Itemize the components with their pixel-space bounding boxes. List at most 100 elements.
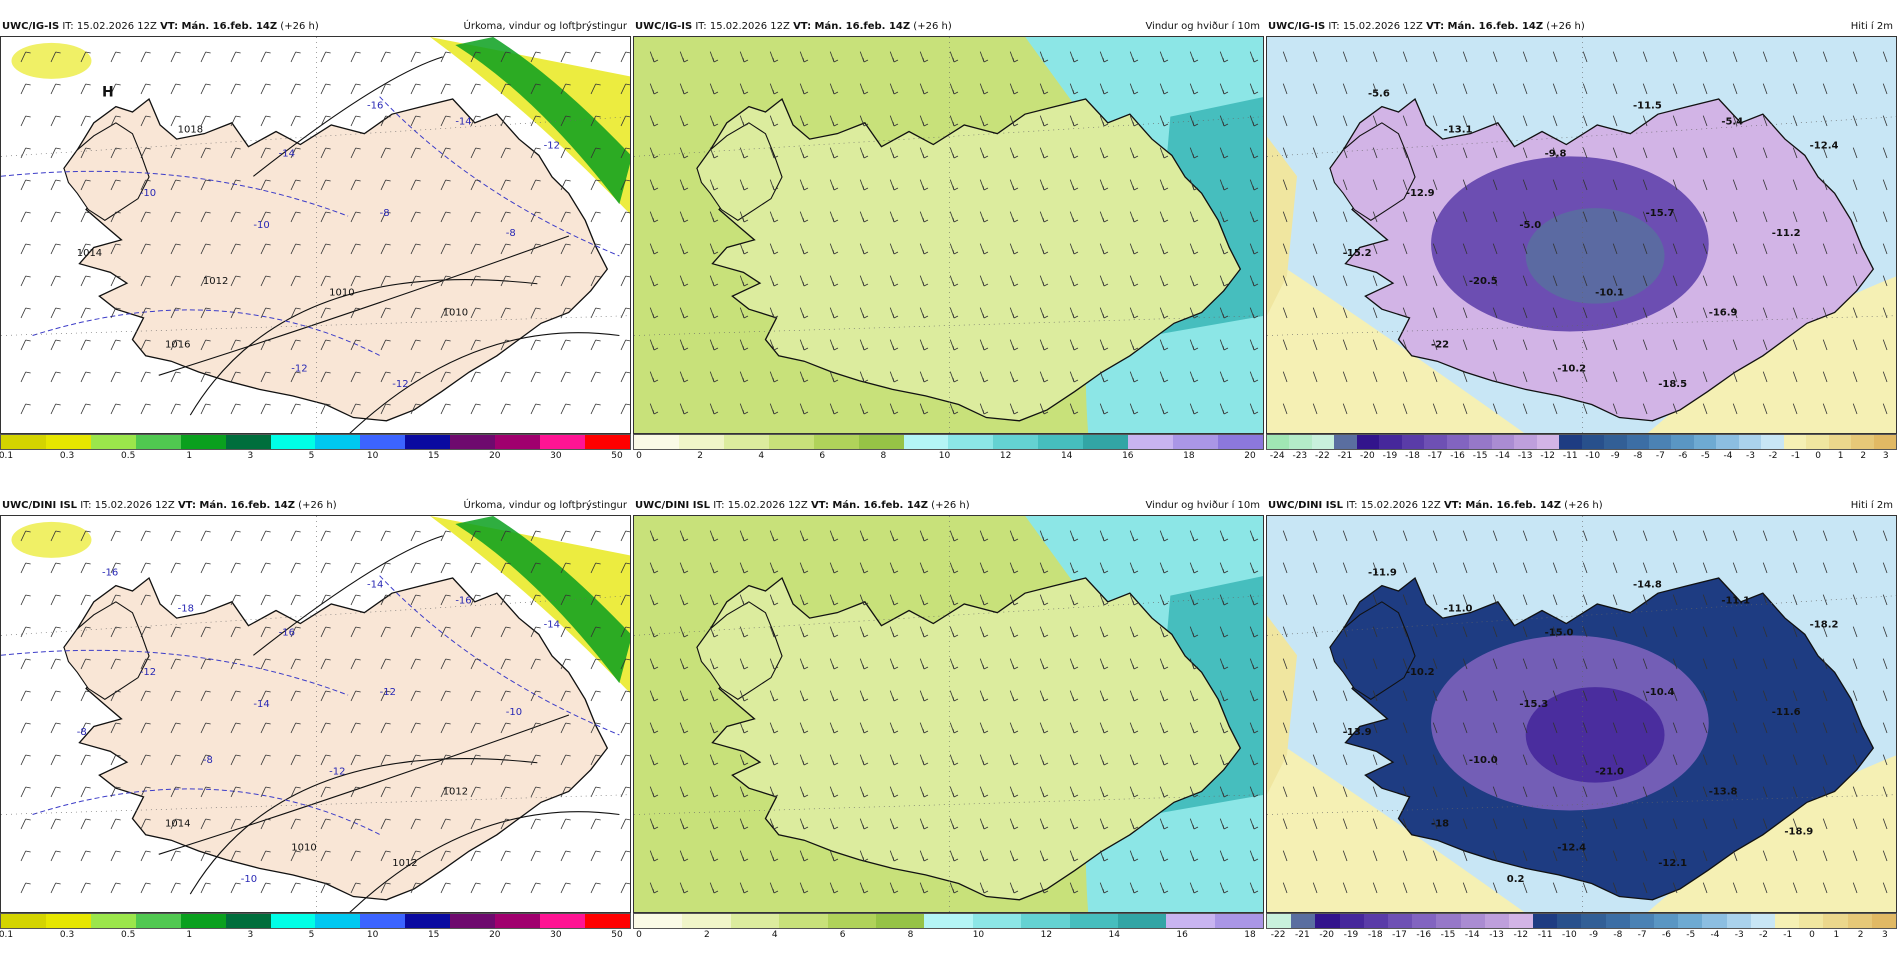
colorbar-tick-label: -6	[1678, 451, 1688, 461]
map-value-label: -10.2	[1406, 667, 1435, 678]
map-value-label: -5.0	[1519, 220, 1541, 231]
colorbar-segment	[1783, 435, 1807, 449]
colorbar-segment	[1, 914, 46, 928]
colorbar-segment	[1693, 435, 1717, 449]
colorbar-segment	[540, 914, 585, 928]
colorbar-tick-label: -22	[1270, 930, 1286, 940]
colorbar-segment	[1678, 914, 1703, 928]
init-time: IT: 15.02.2026 12Z	[695, 21, 790, 32]
colorbar-segment	[1557, 914, 1582, 928]
valid-time: VT: Mán. 16.feb. 14Z	[1443, 500, 1561, 511]
map-canvas	[634, 516, 1263, 912]
colorbar-tick-label: 0.5	[121, 451, 136, 461]
weather-map[interactable]: -11.9 -11.0 -15.0 -14.8 -11.1 -18.2 -10.2 -15.3…	[1266, 515, 1897, 913]
colorbar-segment	[1460, 914, 1485, 928]
weather-map[interactable]: -16 -18 -16 -14 -16 -14 -12 -14 -12 -10 -8 -8 -12 101…	[0, 515, 631, 913]
colorbar-segment	[1166, 914, 1215, 928]
colorbar-segment	[1267, 435, 1290, 449]
colorbar	[633, 434, 1264, 450]
colorbar-tick-label: -17	[1427, 451, 1443, 461]
colorbar-segment	[1648, 435, 1672, 449]
colorbar	[0, 913, 631, 929]
colorbar-segment	[1761, 435, 1784, 449]
panel-header: UWC/IG-IS IT: 15.02.2026 12Z VT: Mán. 16…	[633, 18, 1264, 36]
colorbar-segment	[1446, 435, 1470, 449]
colorbar-tick-label: 10	[366, 451, 379, 461]
panel-title: Hiti í 2m	[1850, 21, 1893, 32]
colorbar-segment	[1311, 435, 1335, 449]
map-value-label: -18	[1431, 818, 1449, 829]
map-value-label: -11.9	[1368, 568, 1397, 579]
map-precip-area	[455, 37, 630, 205]
panel-igis-precip: UWC/IG-IS IT: 15.02.2026 12Z VT: Mán. 16…	[0, 18, 631, 478]
colorbar-tick-label: 18	[1183, 451, 1195, 461]
run-info: UWC/DINI ISL IT: 15.02.2026 12Z VT: Mán.…	[2, 497, 337, 515]
colorbar-tick-label: -23	[1292, 451, 1308, 461]
map-canvas: -16 -18 -16 -14 -16 -14 -12 -14 -12 -10 -8 -8 -12 101…	[1, 516, 630, 912]
colorbar-tick-label: -5	[1686, 930, 1696, 940]
map-value-label: 1018	[178, 125, 203, 136]
lead-time: (+26 h)	[280, 21, 319, 32]
colorbar-tick-label: 0	[636, 451, 642, 461]
colorbar	[1266, 913, 1897, 929]
map-value-label: -15.3	[1519, 699, 1548, 710]
map-canvas	[634, 37, 1263, 433]
run-info: UWC/IG-IS IT: 15.02.2026 12Z VT: Mán. 16…	[1268, 18, 1585, 36]
weather-map[interactable]	[633, 515, 1264, 913]
colorbar-segment	[858, 435, 904, 449]
colorbar-tick-label: -11	[1537, 930, 1553, 940]
map-value-label: -14	[279, 148, 295, 159]
colorbar-tick-label: 3	[1882, 451, 1889, 461]
colorbar-tick-label: -13	[1489, 930, 1504, 940]
colorbar	[633, 913, 1264, 929]
run-info: UWC/DINI ISL IT: 15.02.2026 12Z VT: Mán.…	[1268, 497, 1603, 515]
map-value-label: -12	[291, 363, 307, 374]
init-time: IT: 15.02.2026 12Z	[1346, 500, 1441, 511]
colorbar-segment	[405, 914, 451, 928]
colorbar-tick-label: 0.5	[121, 930, 136, 940]
colorbar-tick-label: 0.1	[0, 451, 14, 461]
map-canvas: -5.6 -13.1 -9.8 -11.5 -5.4 -12.4 -12.9 -5.0 -15.…	[1267, 37, 1896, 433]
map-warm-band	[1267, 136, 1297, 316]
map-value-label: 1010	[329, 288, 354, 299]
valid-time: VT: Mán. 16.feb. 14Z	[177, 500, 295, 511]
map-value-label: -13.1	[1444, 125, 1473, 136]
map-value-label: -10.1	[1595, 288, 1624, 299]
colorbar-tick-label: -19	[1382, 451, 1398, 461]
colorbar-tick-label: 10	[366, 930, 379, 940]
map-gridlines	[634, 37, 1263, 433]
map-value-label: 1016	[165, 339, 190, 350]
colorbar-segment	[45, 914, 91, 928]
colorbar-tick-label: -6	[1661, 930, 1671, 940]
colorbar-tick-label: -16	[1416, 930, 1432, 940]
panel-dini-precip: UWC/DINI ISL IT: 15.02.2026 12Z VT: Mán.…	[0, 497, 631, 957]
colorbar-tick-label: 4	[758, 451, 765, 461]
colorbar-segment	[993, 435, 1039, 449]
colorbar-tick-label: -10	[1562, 930, 1577, 940]
colorbar-ticks: -24 -23 -22 -21 -20 -19 -18 -17 -16 -15 -14 -13 -12-…	[1266, 450, 1897, 464]
colorbar-tick-label: 3	[247, 930, 254, 940]
map-value-label: -13.9	[1343, 727, 1372, 738]
weather-map[interactable]: H 1018 -14 -16 -14 -12 -10 -10 -8 -8 1014 1012 1010 1…	[0, 36, 631, 434]
colorbar-tick-label: -9	[1610, 451, 1620, 461]
map-value-label: -12.1	[1658, 858, 1687, 869]
colorbar-segment	[972, 914, 1022, 928]
map-value-label: -8	[380, 208, 390, 219]
colorbar-segment	[1629, 914, 1654, 928]
colorbar-tick-label: -12	[1540, 451, 1556, 461]
map-value-label: 1010	[443, 308, 468, 319]
colorbar-segment	[1363, 914, 1388, 928]
colorbar-tick-label: 14	[1108, 930, 1120, 940]
map-precip-area	[430, 516, 630, 694]
colorbar-segment	[1726, 914, 1751, 928]
colorbar-segment	[924, 914, 973, 928]
colorbar-tick-label: -8	[1613, 930, 1623, 940]
colorbar-tick-label: 0	[1809, 930, 1815, 940]
colorbar-segment	[1291, 914, 1316, 928]
colorbar-segment	[1604, 435, 1627, 449]
map-cold-core	[1525, 208, 1665, 304]
map-value-label: -16	[102, 568, 118, 579]
colorbar-segment	[779, 914, 828, 928]
weather-map[interactable]: -5.6 -13.1 -9.8 -11.5 -5.4 -12.4 -12.9 -5.0 -15.…	[1266, 36, 1897, 434]
weather-map[interactable]	[633, 36, 1264, 434]
